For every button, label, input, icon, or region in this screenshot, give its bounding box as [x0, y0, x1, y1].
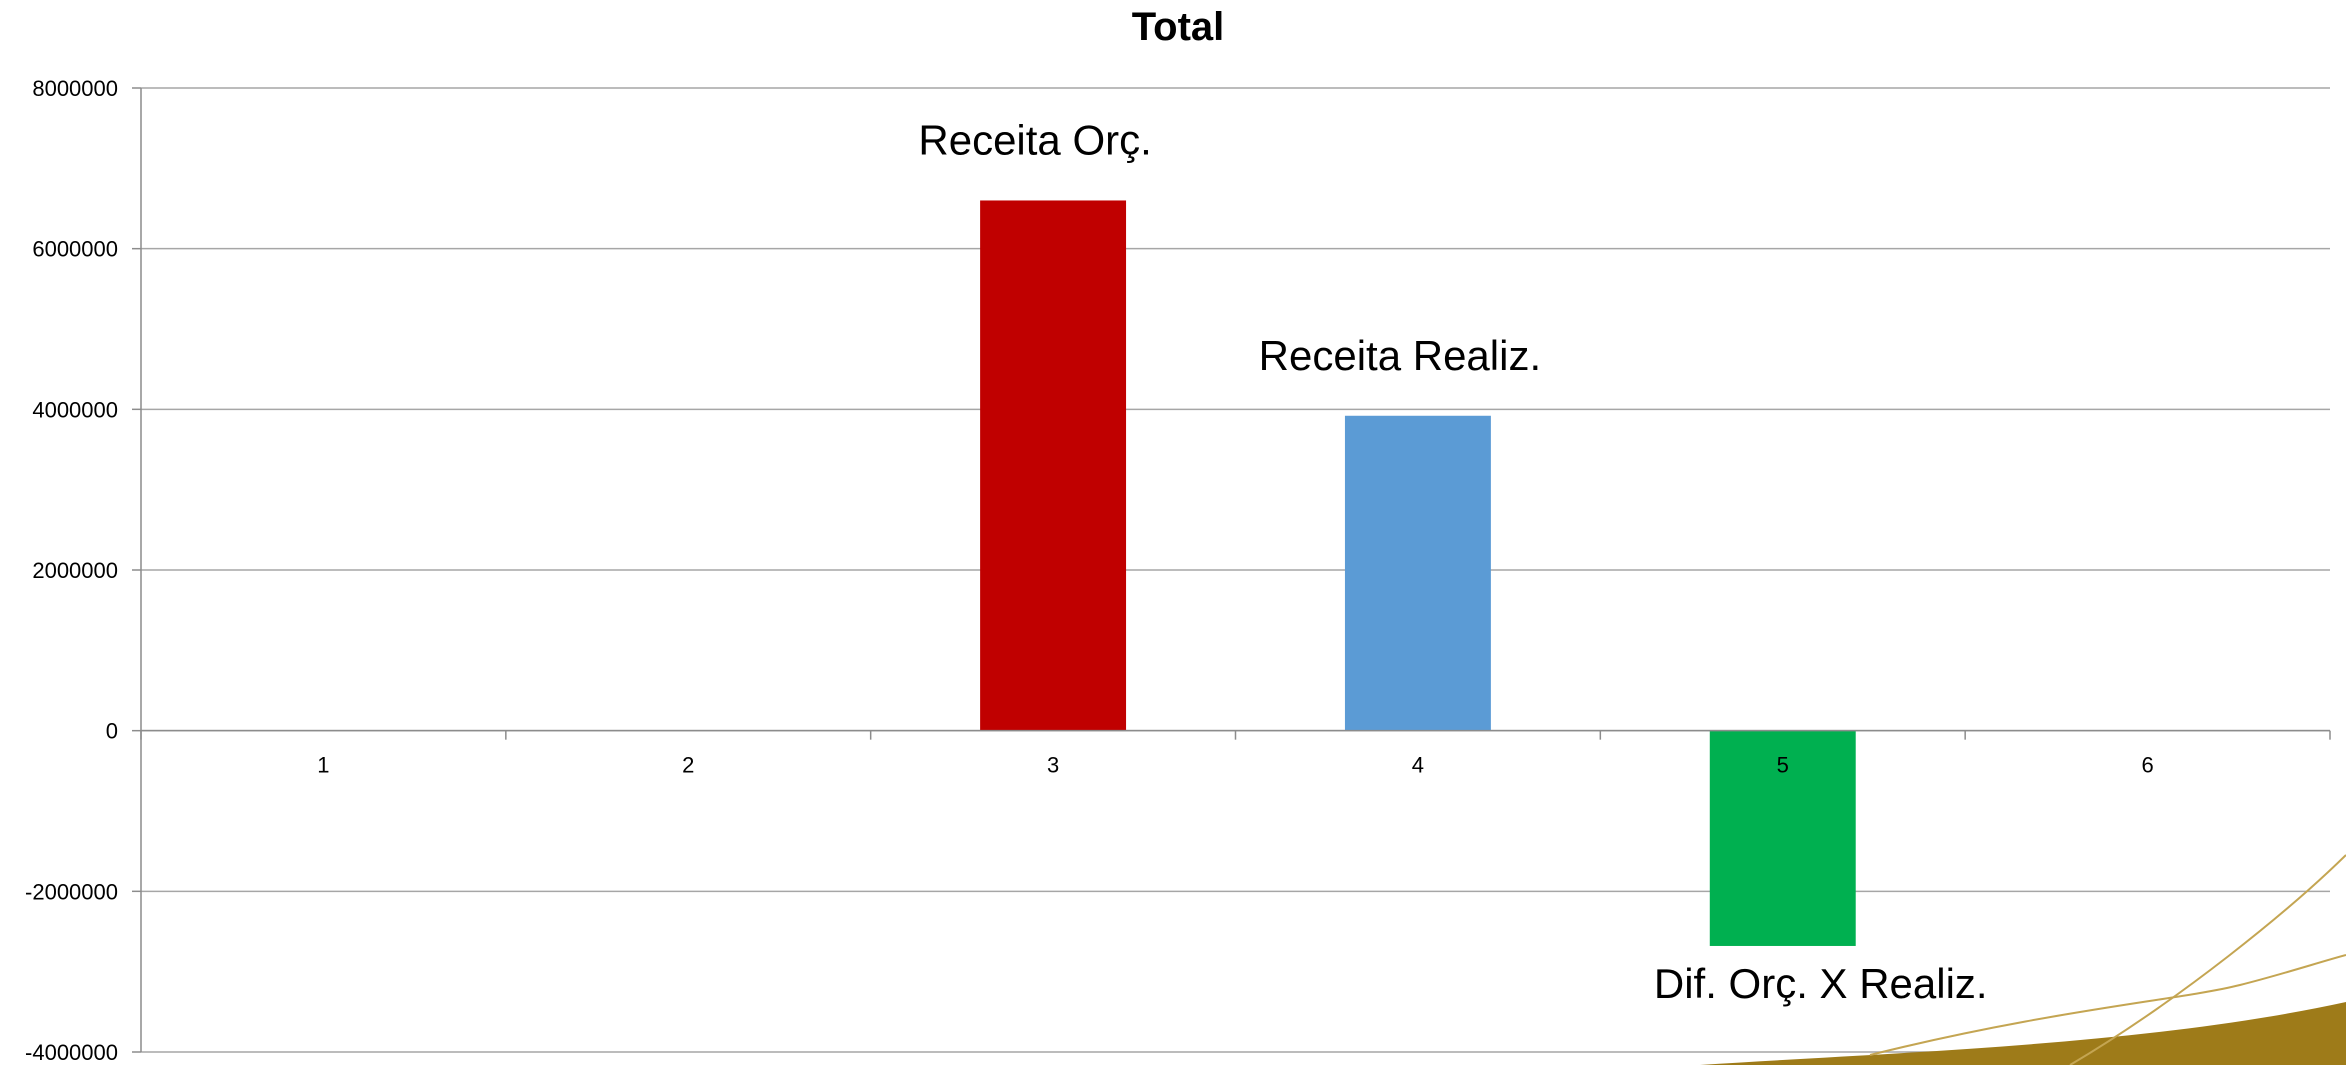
- swoosh-band: [1700, 1002, 2346, 1065]
- bar-3: [980, 200, 1127, 731]
- y-tick-label: -2000000: [25, 879, 118, 904]
- x-tick-label: 3: [1047, 753, 1059, 778]
- y-tick-label: 2000000: [32, 558, 118, 583]
- x-tick-label: 6: [2141, 753, 2153, 778]
- x-tick-label: 5: [1777, 753, 1789, 778]
- y-tick-label: 6000000: [32, 237, 118, 262]
- chart-title: Total: [1132, 5, 1225, 49]
- y-tick-label: -4000000: [25, 1040, 118, 1065]
- swoosh-line: [2069, 854, 2346, 1065]
- bars: [980, 200, 1856, 946]
- y-tick-label: 8000000: [32, 76, 118, 101]
- bar-5: [1709, 730, 1856, 946]
- x-tick-label: 4: [1412, 753, 1424, 778]
- data-label: Receita Orç.: [918, 116, 1151, 163]
- swoosh-line: [1869, 954, 2346, 1056]
- data-label: Dif. Orç. X Realiz.: [1654, 960, 1988, 1007]
- x-tick-label: 2: [682, 753, 694, 778]
- bar-4: [1344, 415, 1491, 731]
- y-tick-label: 0: [106, 719, 118, 744]
- data-labels: Receita Orç. Receita Realiz. Dif. Orç. X R…: [918, 116, 1987, 1006]
- x-tick-label: 1: [317, 753, 329, 778]
- y-tick-label: 4000000: [32, 397, 118, 422]
- gridlines: [132, 87, 2330, 1053]
- x-axis: 1 2 3 4 5 6: [140, 729, 2331, 778]
- y-axis-tick-labels: 8000000 6000000 4000000 2000000 0 -2000000 -40…: [25, 76, 118, 1065]
- corner-swoosh-decoration: [1700, 854, 2346, 1065]
- data-label: Receita Realiz.: [1259, 332, 1541, 379]
